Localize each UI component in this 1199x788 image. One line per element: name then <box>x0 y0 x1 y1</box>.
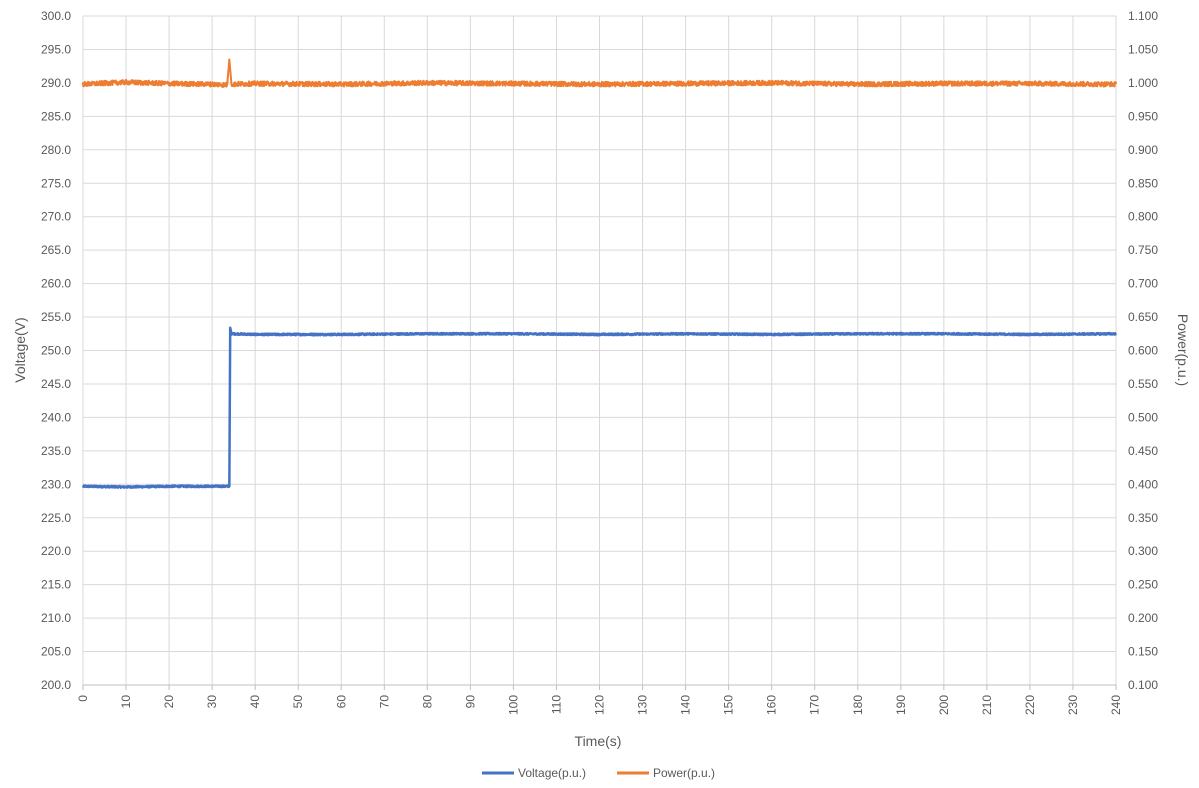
x-tick-label: 90 <box>463 695 477 709</box>
x-tick-label: 150 <box>722 695 736 715</box>
x-tick-label: 170 <box>808 695 822 715</box>
x-tick-label: 240 <box>1109 695 1123 715</box>
x-tick-label: 140 <box>679 695 693 715</box>
y-left-tick-label: 240.0 <box>41 410 71 424</box>
legend-label-power: Power(p.u.) <box>653 766 715 780</box>
y-left-tick-label: 295.0 <box>41 42 71 56</box>
series-line-voltage <box>81 326 1117 489</box>
y-right-tick-label: 0.700 <box>1128 277 1158 291</box>
x-tick-label: 180 <box>851 695 865 715</box>
legend: Voltage(p.u.) Power(p.u.) <box>482 766 715 780</box>
y-left-tick-label: 270.0 <box>41 210 71 224</box>
y-left-tick-label: 300.0 <box>41 9 71 23</box>
x-tick-label: 0 <box>76 695 90 702</box>
y-left-tick-label: 245.0 <box>41 377 71 391</box>
x-tick-label: 100 <box>506 695 520 715</box>
y-left-tick-label: 275.0 <box>41 176 71 190</box>
grid-layer <box>82 15 1117 686</box>
y-right-tick-label: 1.050 <box>1128 42 1158 56</box>
y-right-tick-label: 0.950 <box>1128 109 1158 123</box>
y-axis-title-left: Voltage(V) <box>12 317 28 382</box>
y-right-tick-label: 0.350 <box>1128 511 1158 525</box>
y-left-tick-label: 265.0 <box>41 243 71 257</box>
y-right-tick-label: 0.650 <box>1128 310 1158 324</box>
y-left-tick-label: 215.0 <box>41 578 71 592</box>
y-right-tick-label: 0.400 <box>1128 477 1158 491</box>
y-right-tick-label: 0.750 <box>1128 243 1158 257</box>
x-tick-label: 20 <box>162 695 176 709</box>
y-right-tick-label: 0.250 <box>1128 578 1158 592</box>
x-tick-label: 60 <box>334 695 348 709</box>
y-right-tick-label: 0.500 <box>1128 410 1158 424</box>
y-left-tick-label: 210.0 <box>41 611 71 625</box>
x-tick-label: 130 <box>636 695 650 715</box>
y-left-tick-label: 280.0 <box>41 143 71 157</box>
x-tick-label: 110 <box>549 695 563 714</box>
y-right-tick-label: 0.300 <box>1128 544 1158 558</box>
y-left-tick-label: 255.0 <box>41 310 71 324</box>
y-right-tick-label: 1.000 <box>1128 76 1158 90</box>
axis-layer: 200.0 205.0 210.0 215.0 220.0 225.0 230.0 235.0… <box>41 9 1158 715</box>
y-left-tick-label: 200.0 <box>41 678 71 692</box>
y-right-tick-label: 0.550 <box>1128 377 1158 391</box>
y-left-tick-label: 230.0 <box>41 477 71 491</box>
x-tick-label: 50 <box>291 695 305 709</box>
y-right-tick-label: 0.600 <box>1128 344 1158 358</box>
y-right-tick-label: 0.450 <box>1128 444 1158 458</box>
y-left-tick-label: 290.0 <box>41 76 71 90</box>
y-left-tick-label: 235.0 <box>41 444 71 458</box>
series-layer <box>81 58 1117 489</box>
x-tick-label: 30 <box>205 695 219 709</box>
legend-label-voltage: Voltage(p.u.) <box>518 766 586 780</box>
y-right-tick-label: 0.100 <box>1128 678 1158 692</box>
x-tick-label: 40 <box>248 695 262 709</box>
x-tick-label: 220 <box>1023 695 1037 715</box>
x-tick-label: 210 <box>980 695 994 715</box>
x-tick-label: 160 <box>765 695 779 715</box>
y-left-tick-label: 225.0 <box>41 511 71 525</box>
y-left-tick-label: 285.0 <box>41 109 71 123</box>
y-right-tick-label: 0.900 <box>1128 143 1158 157</box>
y-right-tick-label: 0.850 <box>1128 176 1158 190</box>
x-tick-label: 190 <box>894 695 908 715</box>
x-tick-label: 200 <box>937 695 951 715</box>
y-right-tick-label: 0.150 <box>1128 645 1158 659</box>
y-right-tick-label: 0.800 <box>1128 210 1158 224</box>
y-left-tick-label: 205.0 <box>41 645 71 659</box>
x-tick-label: 120 <box>593 695 607 715</box>
y-axis-title-right: Power(p.u.) <box>1175 314 1191 386</box>
y-left-tick-label: 260.0 <box>41 277 71 291</box>
y-left-tick-label: 250.0 <box>41 344 71 358</box>
x-tick-label: 70 <box>377 695 391 709</box>
y-left-tick-label: 220.0 <box>41 544 71 558</box>
series-line-power <box>82 58 1117 88</box>
x-tick-label: 230 <box>1066 695 1080 715</box>
x-tick-label: 10 <box>119 695 133 709</box>
y-right-tick-label: 1.100 <box>1128 9 1158 23</box>
x-axis-title: Time(s) <box>575 733 622 749</box>
x-tick-label: 80 <box>420 695 434 709</box>
y-right-tick-label: 0.200 <box>1128 611 1158 625</box>
